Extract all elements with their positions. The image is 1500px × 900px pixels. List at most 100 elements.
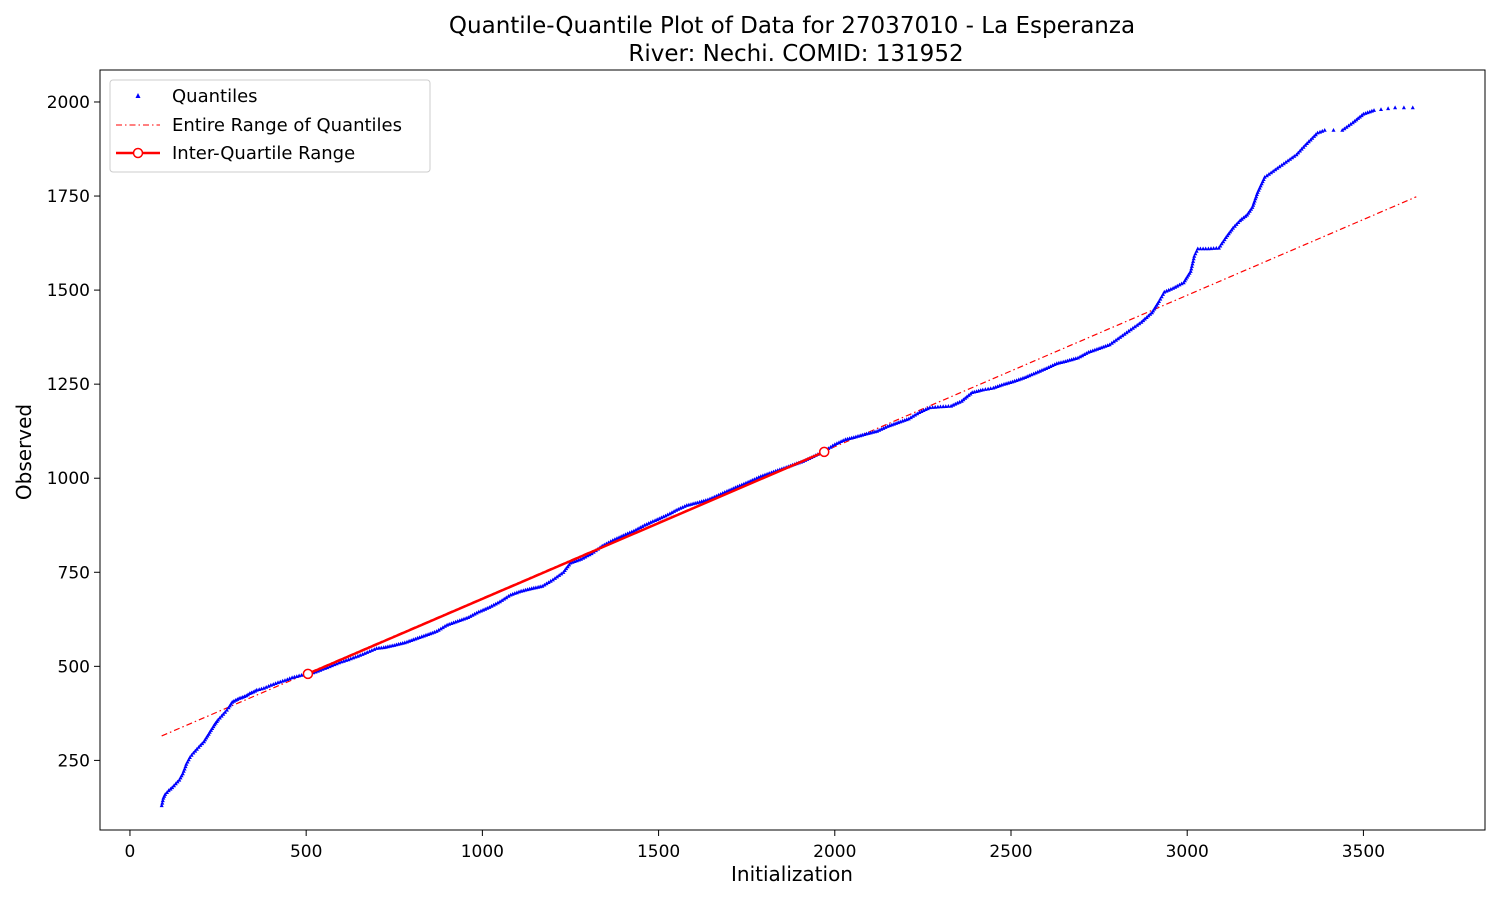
quantile-point — [160, 800, 165, 805]
quantile-point — [1281, 161, 1286, 166]
quantile-point — [327, 664, 332, 669]
quantile-point — [1050, 363, 1055, 367]
quantile-point — [160, 798, 165, 803]
x-tick-label: 2000 — [813, 842, 856, 862]
quantile-point — [172, 783, 176, 788]
quantile-point — [1201, 246, 1206, 251]
y-tick-label: 1500 — [47, 281, 90, 301]
plot-area — [159, 105, 1417, 808]
quantile-point — [1254, 194, 1259, 199]
quantile-point — [946, 404, 951, 408]
legend-iqr-marker — [132, 147, 144, 159]
quantile-point — [752, 477, 757, 481]
quantile-point — [1261, 177, 1266, 181]
quantile-point — [474, 610, 479, 615]
quantile-point — [957, 399, 962, 404]
quantile-point — [470, 613, 475, 617]
quantile-point — [1241, 215, 1246, 220]
quantile-point — [1264, 173, 1269, 178]
quantile-point — [949, 403, 954, 408]
quantile-point — [644, 522, 649, 526]
quantile-point — [583, 554, 588, 559]
quantile-point — [1246, 210, 1251, 215]
quantile-point — [634, 527, 638, 532]
quantile-point — [177, 777, 182, 782]
quantile-point — [264, 685, 269, 689]
quantile-point — [1188, 269, 1193, 273]
quantile-point — [1195, 246, 1200, 251]
quantile-point — [1114, 337, 1118, 342]
quantile-point — [638, 525, 643, 530]
y-axis-label: Observed — [12, 404, 36, 500]
chart-subtitle: River: Nechi. COMID: 131952 — [628, 41, 963, 67]
quantile-point — [1120, 333, 1125, 338]
chart-title: Quantile-Quantile Plot of Data for 27037… — [449, 13, 1135, 39]
quantile-point — [832, 442, 837, 446]
quantile-point — [544, 581, 549, 586]
quantile-point — [1142, 316, 1147, 321]
quantile-point — [830, 443, 835, 448]
quantile-point — [1231, 225, 1235, 230]
quantile-point — [440, 625, 445, 630]
quantile-point — [1118, 334, 1123, 339]
axis-ticks: 0 500 1000 1500 2000 2500 3000 3500 250 500 750 100… — [47, 93, 1385, 862]
quantile-point — [1148, 312, 1153, 316]
quantile-point — [1357, 114, 1362, 119]
quantile-point — [1401, 105, 1406, 110]
quantile-point — [1288, 157, 1293, 161]
quantile-point — [436, 627, 441, 632]
quantile-point — [1257, 185, 1262, 190]
quantile-point — [1256, 187, 1261, 192]
quantile-point — [244, 693, 249, 698]
x-tick-label: 500 — [290, 842, 322, 862]
quantile-point — [1352, 119, 1357, 123]
x-tick-label: 2500 — [989, 842, 1032, 862]
quantile-point — [372, 647, 377, 651]
y-tick-label: 1750 — [47, 187, 90, 207]
quantile-point — [834, 441, 839, 445]
quantile-point — [1286, 158, 1290, 163]
x-tick-label: 1000 — [461, 842, 504, 862]
quantile-point — [1109, 340, 1114, 345]
quantile-point — [1177, 282, 1182, 287]
quantile-point — [184, 762, 189, 766]
quantile-point — [1189, 264, 1194, 268]
quantile-point — [1122, 331, 1127, 336]
quantile-point — [367, 649, 372, 653]
quantile-point — [1076, 355, 1080, 360]
quantile-point — [877, 428, 882, 432]
quantile-point — [555, 574, 560, 579]
quantile-point — [1203, 246, 1208, 251]
quantile-point — [553, 576, 557, 580]
quantile-point — [636, 526, 641, 531]
quantile-point — [542, 582, 547, 587]
quantile-point — [966, 393, 971, 397]
quantile-point — [1410, 105, 1415, 110]
y-tick-label: 1000 — [47, 469, 90, 489]
quantile-point — [360, 652, 365, 656]
quantile-point — [1271, 169, 1276, 173]
quantile-point — [921, 408, 926, 412]
quantile-point — [253, 688, 258, 693]
quantile-point — [587, 552, 592, 557]
legend-box — [109, 79, 431, 173]
quantile-point — [443, 624, 447, 628]
y-tick-label: 250 — [58, 751, 90, 771]
quantile-point — [235, 697, 240, 701]
legend-entire-range-label: Entire Range of Quantiles — [172, 115, 402, 136]
quantile-point — [1255, 190, 1260, 194]
quantile-point — [1116, 336, 1121, 341]
quantile-point — [487, 605, 492, 609]
quantile-point — [917, 410, 922, 414]
quantile-point — [166, 788, 171, 793]
quantile-point — [434, 629, 439, 633]
iqr-line — [307, 450, 825, 676]
quantile-point — [182, 766, 187, 771]
quantile-point — [1260, 179, 1265, 184]
quantile-point — [610, 538, 615, 542]
quantile-point — [1044, 366, 1049, 370]
quantile-point — [1157, 299, 1161, 303]
quantile-point — [1279, 163, 1284, 167]
quantile-point — [672, 509, 677, 513]
quantile-point — [1277, 164, 1282, 169]
